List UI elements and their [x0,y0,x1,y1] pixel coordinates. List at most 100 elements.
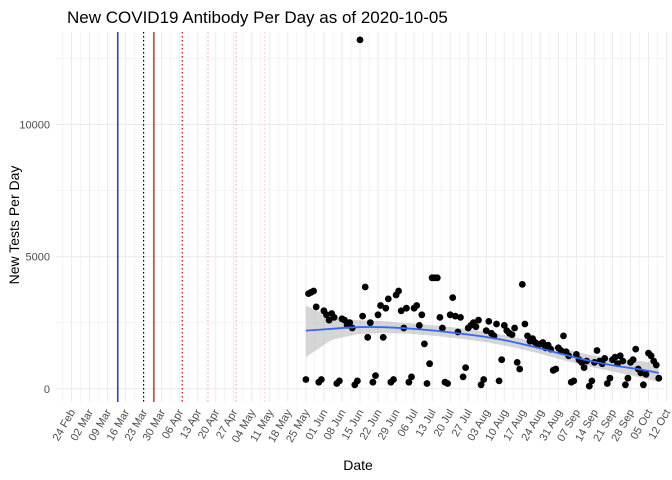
data-point [652,361,660,369]
data-point [439,324,446,332]
data-point [570,377,578,385]
data-point [477,381,485,389]
data-point [498,356,506,364]
data-point [606,374,614,382]
data-point [622,381,629,389]
data-point [384,295,392,303]
y-axis-ticks: 0 5000 10000 [19,120,50,396]
data-point [374,311,382,319]
data-point [403,304,410,312]
data-point [302,376,310,383]
data-point [480,376,488,383]
data-point [601,355,609,362]
data-point [513,359,521,366]
data-point [462,364,469,371]
data-point [593,347,601,354]
data-point [521,320,529,328]
data-point [616,352,624,360]
data-point [310,287,317,295]
data-point [426,360,433,368]
data-point [413,302,421,309]
smooth-line [305,326,659,374]
x-axis-title: Date [343,457,373,473]
data-point [446,311,454,319]
data-point [323,311,330,319]
data-point [508,331,516,338]
data-point [346,319,354,327]
data-point [382,304,390,312]
data-point [619,357,627,365]
data-point [611,353,619,361]
data-point [312,303,320,311]
y-tick-label: 10000 [19,120,50,132]
data-point [457,314,464,321]
data-point [472,323,480,331]
data-point [552,365,560,373]
data-point [637,369,645,377]
data-point [585,382,593,390]
data-point [436,314,444,321]
data-point [482,327,490,334]
data-point [560,332,567,340]
data-point [336,377,343,385]
data-point [325,316,333,324]
data-point [624,374,632,382]
data-point [588,377,596,385]
data-point [632,345,640,353]
grid [56,32,668,402]
data-point [557,347,565,354]
data-point [500,322,508,329]
data-point [511,324,518,332]
reference-lines [117,32,266,402]
confidence-band [305,305,659,383]
data-point [366,319,374,327]
data-point [359,312,366,320]
y-tick-label: 0 [44,384,50,396]
data-point [640,381,647,389]
data-points [302,36,663,390]
chart-title: New COVID19 Antibody Per Day as of 2020-… [67,8,448,27]
data-point [369,378,377,386]
data-point [647,352,655,360]
data-point [449,294,457,301]
y-axis-title: New Tests Per Day [6,166,22,285]
data-point [580,364,588,371]
data-point [655,374,663,382]
data-point [495,377,503,385]
data-point [603,380,611,387]
data-point [475,316,482,324]
data-point [539,339,547,346]
data-point [418,311,426,319]
data-point [330,314,338,321]
data-point [433,274,441,282]
data-point [372,372,379,379]
data-point [379,333,387,341]
data-point [578,359,585,366]
data-point [361,283,369,291]
data-point [408,373,415,381]
data-point [377,302,384,309]
data-point [397,307,405,315]
data-point [516,365,524,373]
data-point [459,373,467,381]
data-point [518,281,526,288]
data-point [423,380,431,387]
data-point [341,316,348,324]
data-point [493,320,500,328]
data-point [390,376,397,383]
data-point [356,36,364,44]
data-point [451,312,459,320]
data-point [364,333,372,341]
data-point [444,380,451,387]
data-point [421,340,428,348]
data-point [485,318,493,325]
data-point [524,332,531,340]
data-point [415,322,423,329]
data-point [642,370,650,378]
data-point [395,287,402,295]
data-point [318,376,325,383]
data-point [629,356,637,364]
y-tick-label: 5000 [26,252,50,264]
